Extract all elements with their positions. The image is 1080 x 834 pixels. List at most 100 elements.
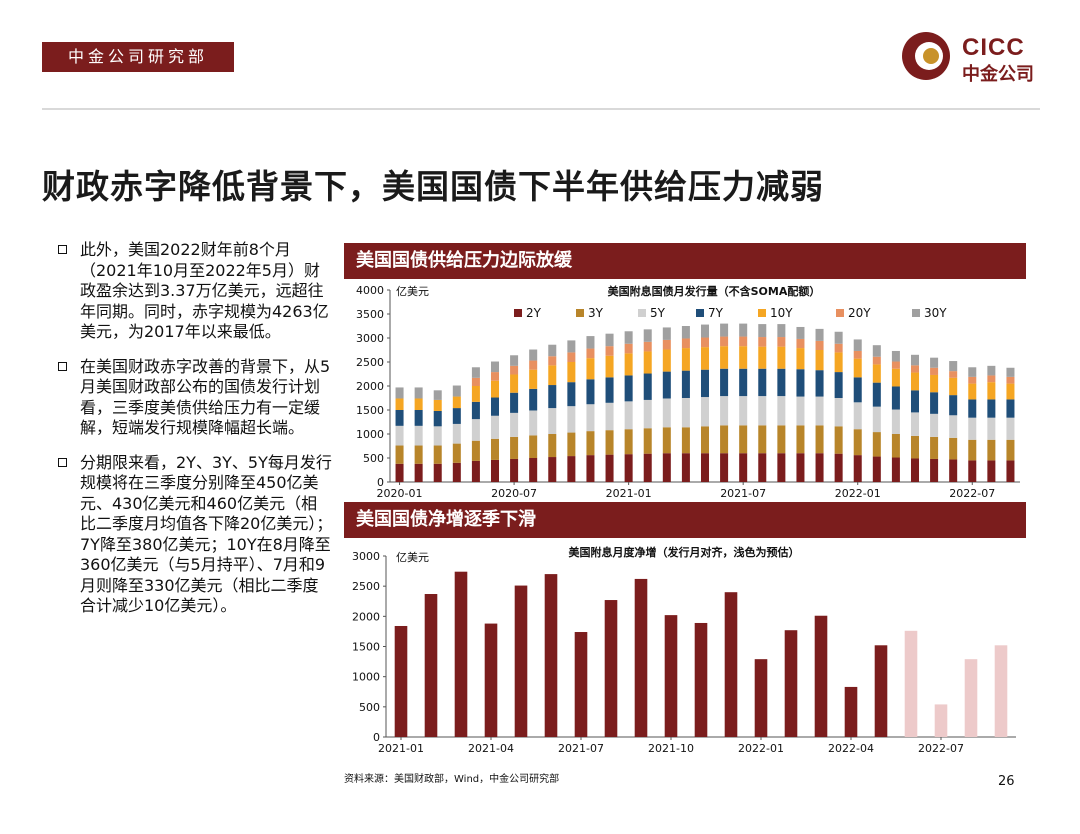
bar-segment-2Y: [1006, 460, 1015, 482]
bar-segment-7Y: [949, 395, 958, 416]
x-tick-label: 2022-07: [949, 487, 995, 500]
bar-segment-5Y: [872, 406, 881, 433]
legend-label: 3Y: [588, 306, 604, 320]
bar-segment-7Y: [643, 373, 652, 400]
bar-segment-7Y: [720, 368, 729, 397]
page-title: 财政赤字降低背景下，美国国债下半年供给压力减弱: [42, 167, 824, 206]
bar-segment-2Y: [949, 459, 958, 482]
bar-segment-2Y: [968, 460, 977, 482]
bar-segment-3Y: [700, 426, 710, 454]
bar-segment-7Y: [681, 370, 690, 398]
bar-segment-20Y: [700, 337, 710, 348]
y-tick-label: 3000: [356, 332, 384, 345]
x-tick-label: 2021-07: [558, 742, 604, 755]
bar-segment-20Y: [987, 375, 996, 383]
bar-segment-7Y: [662, 371, 671, 399]
bar-segment-5Y: [662, 398, 671, 428]
y-tick-label: 3000: [352, 550, 380, 563]
bar-segment-20Y: [662, 339, 671, 350]
bar-segment-3Y: [624, 429, 633, 455]
y-tick-label: 0: [377, 476, 384, 489]
bar-segment-7Y: [624, 375, 633, 402]
bar-segment-20Y: [930, 367, 939, 375]
bar-segment-5Y: [624, 401, 633, 430]
bar-segment-30Y: [452, 385, 461, 397]
bar-segment-30Y: [433, 390, 442, 400]
bar-segment-10Y: [834, 352, 843, 373]
bar-segment-10Y: [567, 362, 576, 383]
y-tick-label: 500: [359, 701, 380, 714]
bar-actual: [784, 630, 798, 737]
bar-segment-10Y: [930, 374, 939, 393]
legend-swatch: [836, 309, 844, 317]
y-tick-label: 2000: [356, 380, 384, 393]
bar-segment-5Y: [567, 406, 576, 433]
bar-segment-30Y: [930, 357, 939, 368]
bar-segment-3Y: [567, 432, 576, 457]
bar-segment-30Y: [1006, 367, 1015, 377]
legend-label: 7Y: [708, 306, 724, 320]
bar-segment-3Y: [490, 438, 500, 460]
bar-segment-2Y: [720, 453, 729, 482]
y-tick-label: 0: [373, 731, 380, 744]
bar-segment-30Y: [700, 324, 710, 338]
bar-segment-30Y: [414, 387, 423, 399]
bar-segment-3Y: [452, 443, 461, 463]
bar-segment-3Y: [510, 436, 519, 459]
bar-segment-5Y: [548, 408, 557, 434]
bar-segment-30Y: [605, 333, 614, 347]
bar-segment-10Y: [471, 386, 480, 402]
bar-segment-10Y: [891, 368, 900, 387]
bar-segment-30Y: [548, 344, 557, 357]
panel1-header: 美国国债供给压力边际放缓: [344, 243, 1026, 279]
bullet-item: 在美国财政赤字改善的背景下，从5月美国财政部公布的国债发行计划看，三季度美债供给…: [58, 357, 333, 439]
bar-segment-7Y: [987, 399, 996, 418]
bar-actual: [424, 594, 438, 737]
bar-segment-2Y: [414, 463, 423, 482]
y-tick-label: 3500: [356, 308, 384, 321]
bar-segment-7Y: [452, 408, 461, 424]
bullet-text: 在美国财政赤字改善的背景下，从5月美国财政部公布的国债发行计划看，三季度美债供给…: [80, 356, 331, 438]
bar-segment-5Y: [586, 404, 595, 432]
bar-actual: [604, 600, 618, 737]
bullet-item: 分期限来看，2Y、3Y、5Y每月发行规模将在三季度分别降至450亿美元、430亿…: [58, 453, 333, 617]
bar-segment-2Y: [930, 458, 939, 482]
bar-segment-5Y: [433, 426, 442, 446]
bar-segment-7Y: [433, 410, 442, 427]
bar-segment-3Y: [758, 425, 767, 454]
bar-segment-5Y: [758, 396, 767, 426]
bar-segment-5Y: [414, 425, 423, 446]
bar-segment-3Y: [643, 428, 652, 454]
bar-segment-5Y: [930, 413, 939, 437]
bar-actual: [634, 578, 648, 737]
bar-segment-10Y: [395, 398, 404, 410]
bar-estimate: [934, 704, 948, 737]
bar-segment-5Y: [700, 397, 710, 427]
legend-label: 10Y: [770, 306, 793, 320]
bar-segment-20Y: [758, 337, 767, 347]
bar-segment-2Y: [605, 454, 614, 482]
bar-segment-2Y: [910, 458, 920, 482]
bar-segment-3Y: [548, 434, 557, 458]
bar-segment-10Y: [853, 358, 862, 378]
bar-segment-20Y: [510, 365, 519, 375]
bar-segment-5Y: [490, 415, 500, 439]
bar-segment-30Y: [529, 349, 538, 361]
bar-segment-10Y: [605, 355, 614, 378]
bar-segment-10Y: [548, 365, 557, 386]
bar-segment-30Y: [681, 326, 690, 339]
bar-segment-10Y: [510, 374, 519, 393]
bar-segment-10Y: [777, 346, 786, 369]
bar-segment-5Y: [529, 410, 538, 436]
x-tick-label: 2022-01: [835, 487, 881, 500]
bar-segment-30Y: [872, 345, 881, 357]
y-unit-label: 亿美元: [396, 285, 429, 298]
bar-segment-3Y: [586, 431, 595, 456]
header-divider: [42, 108, 1040, 110]
x-tick-label: 2022-04: [828, 742, 874, 755]
y-tick-label: 2000: [352, 610, 380, 623]
bar-segment-5Y: [1006, 417, 1015, 440]
bar-segment-30Y: [815, 328, 824, 341]
bar-segment-7Y: [414, 410, 423, 426]
bar-estimate: [904, 630, 918, 737]
